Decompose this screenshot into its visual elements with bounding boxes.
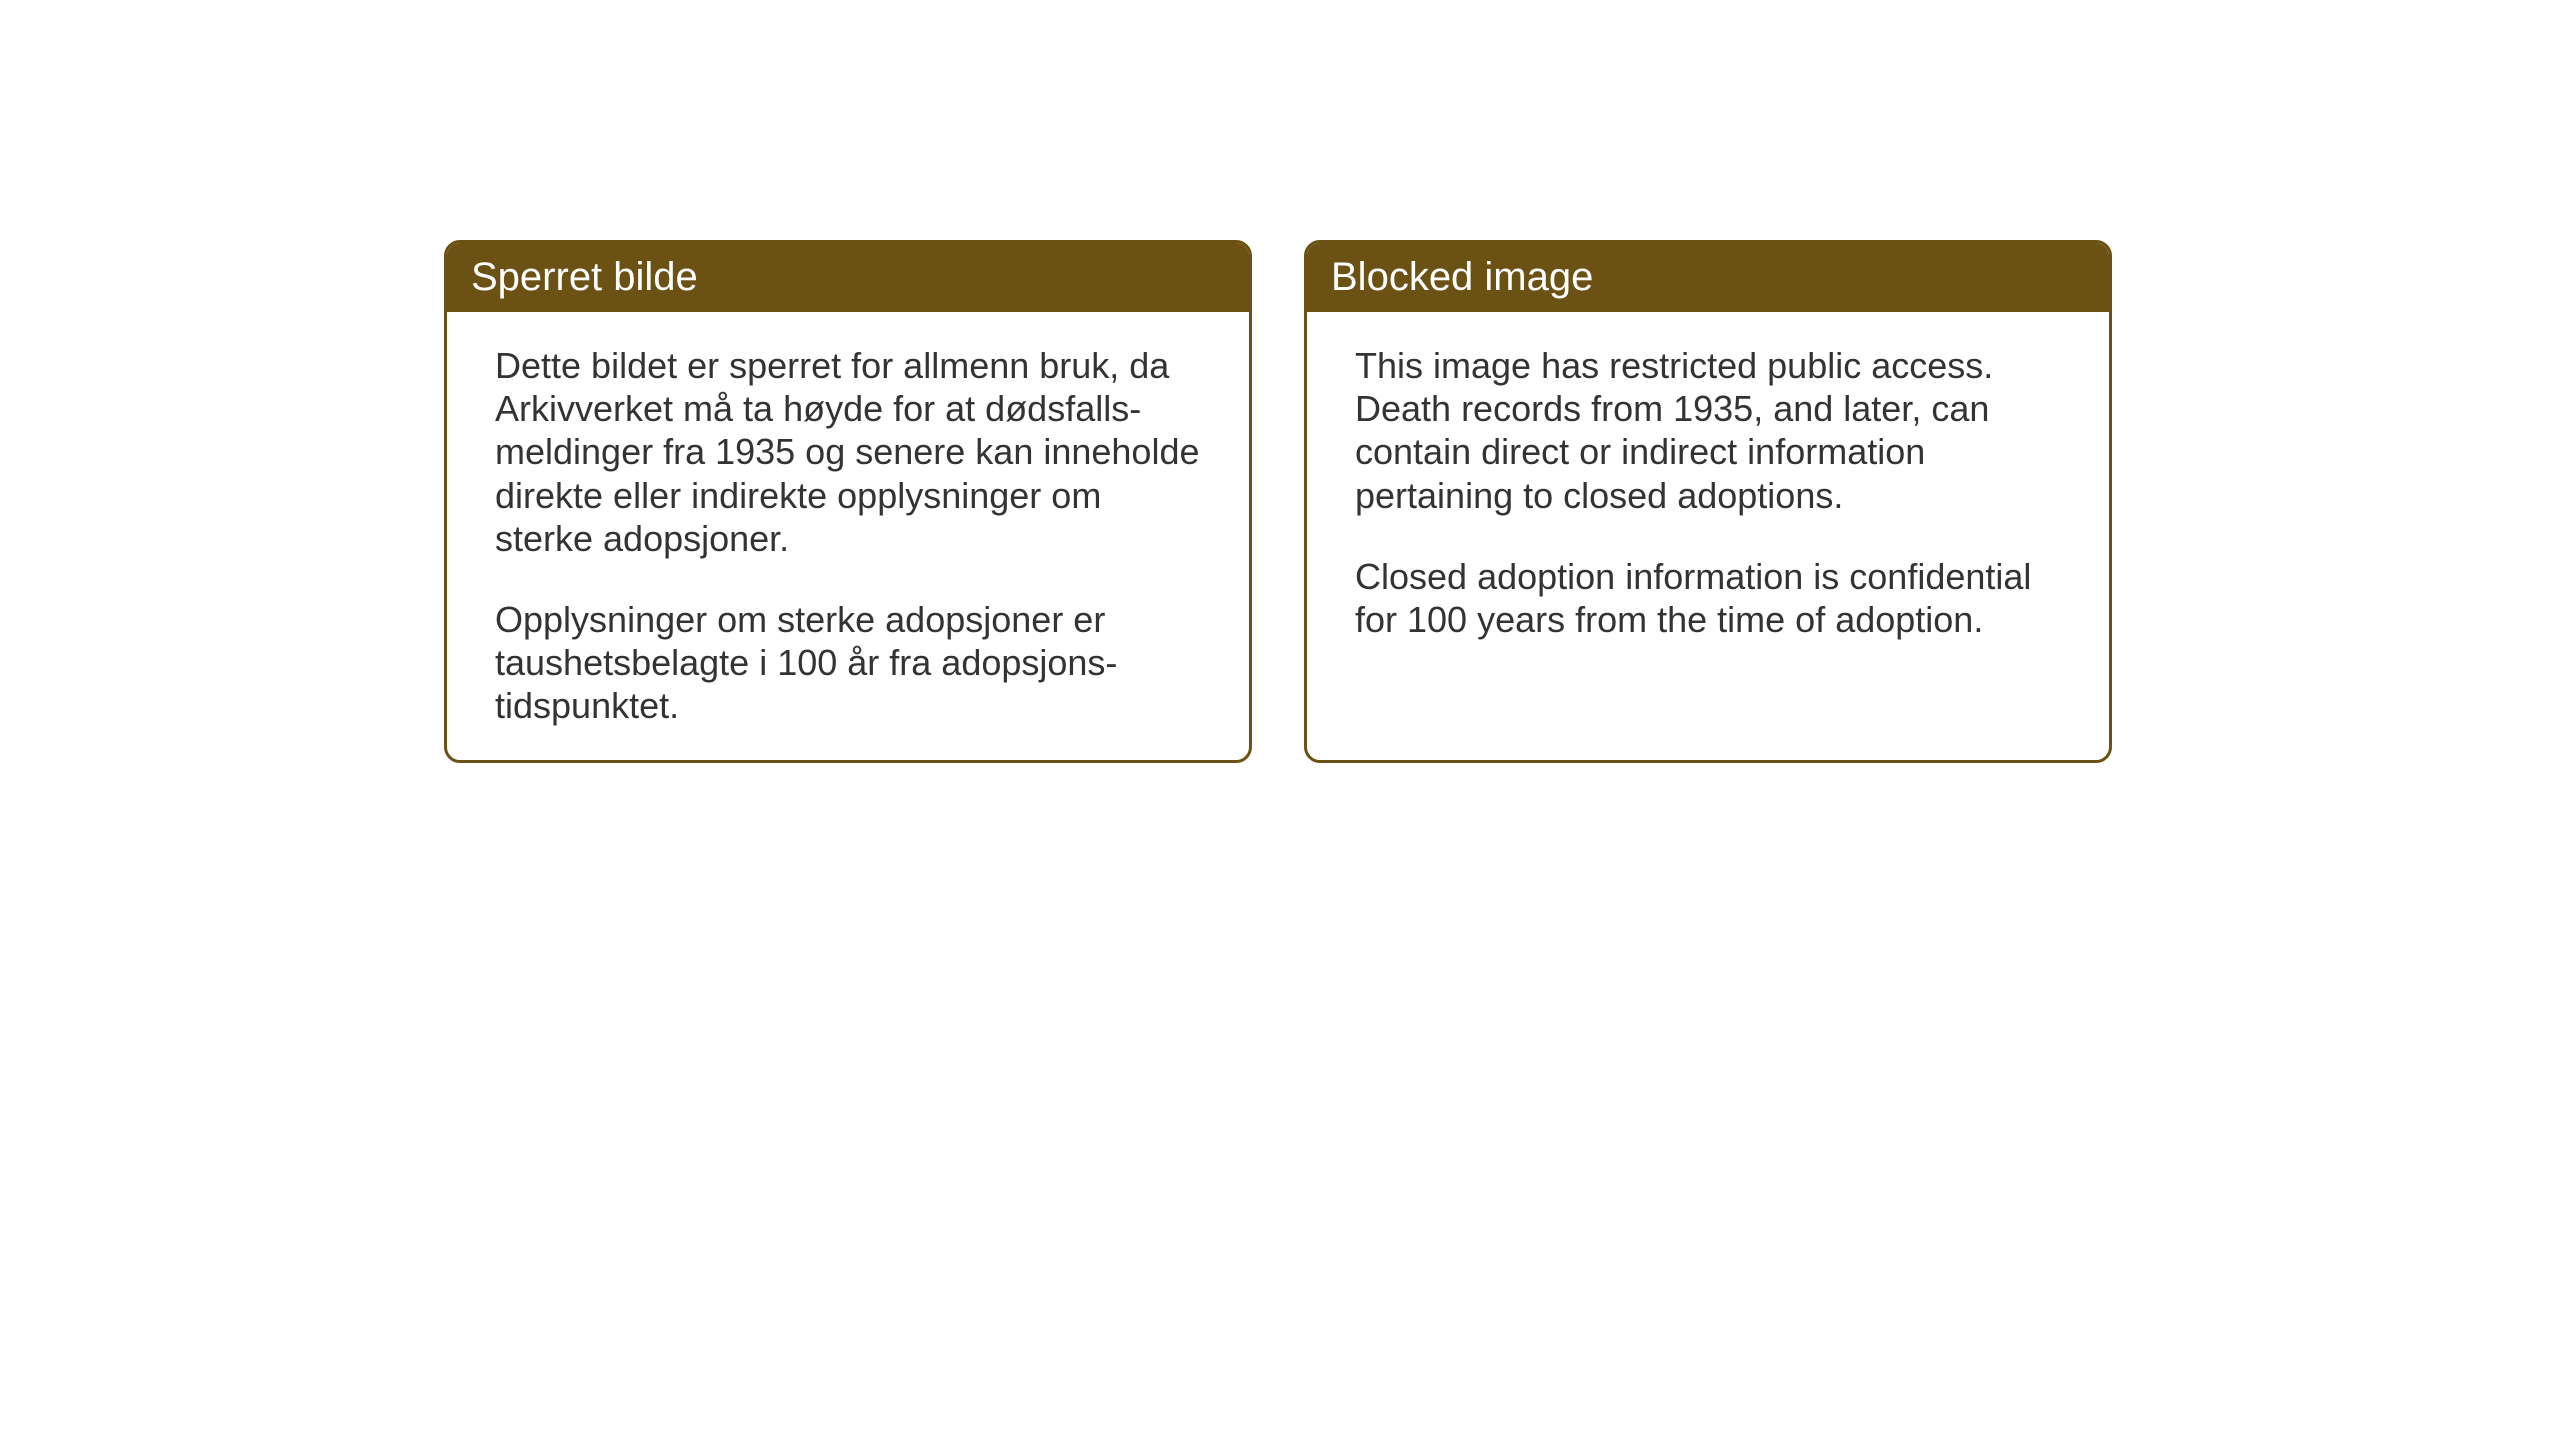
norwegian-paragraph-2: Opplysninger om sterke adopsjoner er tau… [495, 598, 1201, 728]
norwegian-notice-card: Sperret bilde Dette bildet er sperret fo… [444, 240, 1252, 763]
notice-cards-container: Sperret bilde Dette bildet er sperret fo… [444, 240, 2112, 763]
norwegian-paragraph-1: Dette bildet er sperret for allmenn bruk… [495, 344, 1201, 560]
english-paragraph-2: Closed adoption information is confident… [1355, 555, 2061, 641]
english-paragraph-1: This image has restricted public access.… [1355, 344, 2061, 517]
english-card-body: This image has restricted public access.… [1307, 312, 2109, 742]
english-notice-card: Blocked image This image has restricted … [1304, 240, 2112, 763]
norwegian-card-title: Sperret bilde [447, 243, 1249, 312]
english-card-title: Blocked image [1307, 243, 2109, 312]
norwegian-card-body: Dette bildet er sperret for allmenn bruk… [447, 312, 1249, 760]
